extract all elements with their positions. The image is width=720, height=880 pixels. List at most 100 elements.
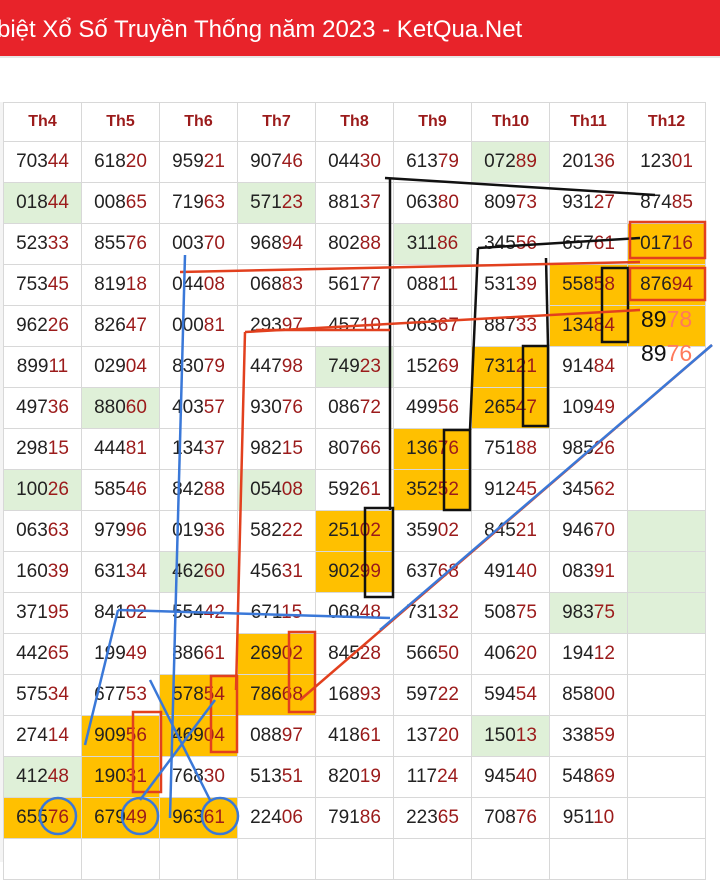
table-row: 65576 67949 96361 22406 79186 22365 70876 95110 [3, 797, 706, 839]
result-cell: 65761 [549, 223, 628, 265]
result-cell: 55858 [549, 264, 628, 306]
result-cell: 01844 [3, 182, 82, 224]
result-cell [627, 346, 706, 388]
result-cell: 91484 [549, 346, 628, 388]
annotation: 8978 [641, 306, 693, 332]
result-cell: 88137 [315, 182, 394, 224]
result-cell: 63134 [81, 551, 160, 593]
result-cell: 11724 [393, 756, 472, 798]
result-cell: 83079 [159, 346, 238, 388]
result-cell: 97996 [81, 510, 160, 552]
result-cell: 44265 [3, 633, 82, 675]
result-cell: 31186 [393, 223, 472, 265]
result-cell: 26547 [471, 387, 550, 429]
result-cell: 98215 [237, 428, 316, 470]
result-cell: 45631 [237, 551, 316, 593]
result-cell: 41248 [3, 756, 82, 798]
annotations-layer [38, 176, 713, 836]
result-cell: 08391 [549, 551, 628, 593]
column-header: Th9 [393, 102, 472, 142]
result-cell: 94670 [549, 510, 628, 552]
result-cell: 73132 [393, 592, 472, 634]
result-cell [627, 592, 706, 634]
result-cell: 82647 [81, 305, 160, 347]
result-cell: 71963 [159, 182, 238, 224]
result-cell: 56177 [315, 264, 394, 306]
result-cell: 61820 [81, 141, 160, 183]
result-cell [627, 305, 706, 347]
result-cell: 35252 [393, 469, 472, 511]
result-cell: 88661 [159, 633, 238, 675]
result-cell: 13720 [393, 715, 472, 757]
table-row: 49736 88060 40357 93076 08672 49956 26547 10949 [3, 387, 706, 429]
result-cell: 75345 [3, 264, 82, 306]
result-cell: 29815 [3, 428, 82, 470]
result-cell: 54869 [549, 756, 628, 798]
result-cell: 29397 [237, 305, 316, 347]
result-cell: 98375 [549, 592, 628, 634]
result-cell: 58546 [81, 469, 160, 511]
result-cell: 53139 [471, 264, 550, 306]
result-cell: 04430 [315, 141, 394, 183]
result-cell: 22406 [237, 797, 316, 839]
result-cell: 89911 [3, 346, 82, 388]
result-cell: 49736 [3, 387, 82, 429]
result-cell: 52333 [3, 223, 82, 265]
result-cell: 49140 [471, 551, 550, 593]
title-bar: biệt Xổ Số Truyền Thống năm 2023 - KetQu… [0, 0, 720, 56]
column-header: Th8 [315, 102, 394, 142]
result-cell: 57534 [3, 674, 82, 716]
annotation: 8976 [641, 340, 693, 366]
result-cell: 51351 [237, 756, 316, 798]
result-cell: 06848 [315, 592, 394, 634]
column-header: Th12 [627, 102, 706, 142]
result-cell [627, 428, 706, 470]
result-cell: 73121 [471, 346, 550, 388]
table-row: 06363 97996 01936 58222 25102 35902 84521 94670 [3, 510, 706, 552]
result-cell: 20136 [549, 141, 628, 183]
result-cell [627, 674, 706, 716]
result-cell: 00370 [159, 223, 238, 265]
result-cell: 80766 [315, 428, 394, 470]
result-cell: 93127 [549, 182, 628, 224]
result-cell: 65576 [3, 797, 82, 839]
result-cell: 70876 [471, 797, 550, 839]
result-cell [627, 551, 706, 593]
result-cell: 15269 [393, 346, 472, 388]
result-cell: 16893 [315, 674, 394, 716]
result-cell: 15013 [471, 715, 550, 757]
result-cell: 02904 [81, 346, 160, 388]
result-cell: 13676 [393, 428, 472, 470]
result-cell: 01936 [159, 510, 238, 552]
result-cell: 96361 [159, 797, 238, 839]
result-cell: 79186 [315, 797, 394, 839]
result-cell: 74923 [315, 346, 394, 388]
result-cell [627, 510, 706, 552]
table-row: 37195 84102 55442 67115 06848 73132 50875 98375 [3, 592, 706, 634]
result-cell: 12301 [627, 141, 706, 183]
result-cell: 93076 [237, 387, 316, 429]
result-cell: 34562 [549, 469, 628, 511]
result-cell [627, 715, 706, 757]
black-marks [363, 176, 656, 599]
title: biệt Xổ Số Truyền Thống năm 2023 - KetQu… [0, 16, 523, 43]
result-cell: 50875 [471, 592, 550, 634]
result-cell: 80288 [315, 223, 394, 265]
column-header: Th4 [3, 102, 82, 142]
result-cell: 57123 [237, 182, 316, 224]
result-cell: 07289 [471, 141, 550, 183]
result-cell: 58222 [237, 510, 316, 552]
column-header: Th10 [471, 102, 550, 142]
separator [0, 56, 720, 58]
result-cell: 84102 [81, 592, 160, 634]
result-cell: 90956 [81, 715, 160, 757]
result-cell: 94540 [471, 756, 550, 798]
column-header: Th6 [159, 102, 238, 142]
result-cell: 19949 [81, 633, 160, 675]
result-cell: 96894 [237, 223, 316, 265]
result-cell: 08811 [393, 264, 472, 306]
column-header: Th7 [237, 102, 316, 142]
result-cell: 05408 [237, 469, 316, 511]
result-cell: 70344 [3, 141, 82, 183]
result-cell: 19412 [549, 633, 628, 675]
